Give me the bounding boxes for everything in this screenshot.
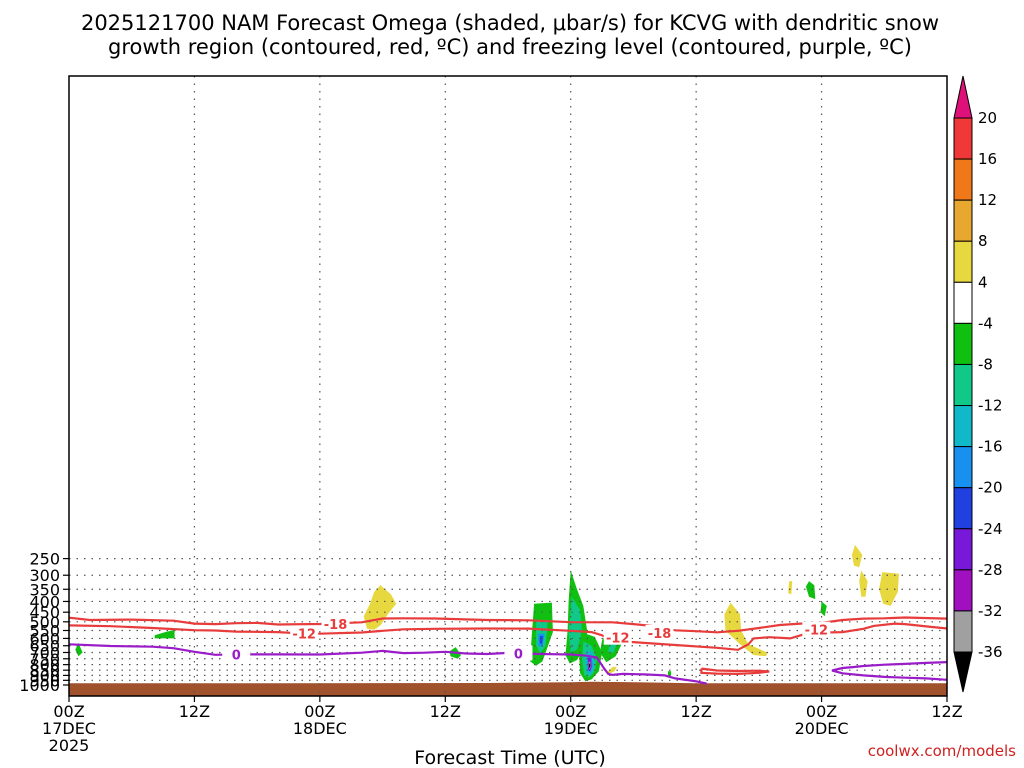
- colorbar-label: 12: [978, 191, 997, 209]
- y-axis: 2503003504004505005506006507007508008509…: [19, 550, 69, 695]
- y-tick-label: 750: [29, 650, 60, 669]
- colorbar: 20 16 12 8 4 -4 -8 -12 -16 -20 -24 -28 -32 -36: [953, 75, 1003, 693]
- y-tick-label: 650: [29, 637, 60, 656]
- x-tick-label: 19DEC: [544, 719, 598, 738]
- contour-label-background: [603, 629, 632, 645]
- colorbar-segment: [953, 199, 973, 242]
- y-tick-label: 350: [29, 580, 60, 599]
- contour-labels: -18 -12 -18 -12 -12 0 0: [222, 615, 831, 663]
- x-tick-label: 00Z: [806, 702, 837, 721]
- colorbar-bottom-arrow: [953, 651, 973, 693]
- colorbar-segment: [953, 117, 973, 160]
- subsidence-blob: [607, 666, 617, 674]
- y-tick-label: 850: [29, 661, 60, 680]
- x-tick-label: 17DEC: [42, 719, 96, 738]
- contour-label-background: [645, 624, 674, 640]
- contour-label: -12: [805, 624, 829, 639]
- contour-label: 0: [232, 648, 241, 663]
- contour-label: -12: [606, 632, 630, 647]
- colorbar-label: 20: [978, 109, 997, 127]
- contour-label: -12: [292, 627, 316, 642]
- terrain-fill: [69, 681, 947, 696]
- y-tick-label: 700: [29, 643, 60, 662]
- contour-label: 0: [514, 648, 523, 663]
- contour-label-background: [504, 645, 533, 661]
- upward-motion-blob: [589, 663, 591, 668]
- x-axis-label: Forecast Time (UTC): [414, 747, 605, 768]
- x-tick-label: 12Z: [931, 702, 962, 721]
- y-tick-label: 500: [29, 613, 60, 632]
- upward-motion-blob: [820, 601, 827, 617]
- upward-motion-blob: [667, 671, 672, 676]
- x-tick-label: 00Z: [555, 702, 586, 721]
- y-tick-label: 600: [29, 629, 60, 648]
- subsidence-blob: [724, 602, 768, 657]
- x-tick-label: 12Z: [179, 702, 210, 721]
- contour-label-background: [290, 625, 319, 641]
- colorbar-segment: [953, 528, 973, 571]
- x-tick-label: 00Z: [304, 702, 335, 721]
- y-tick-label: 1000: [19, 676, 60, 695]
- freezing-level-line: [831, 661, 948, 681]
- contour-label-background: [802, 621, 831, 637]
- colorbar-label: -20: [978, 479, 1003, 497]
- subsidence-blob: [788, 581, 793, 595]
- colorbar-segment: [953, 610, 973, 653]
- contour-label: -18: [324, 618, 348, 633]
- chart-title-line-2: growth region (contoured, red, ºC) and f…: [108, 35, 912, 59]
- y-tick-label: 450: [29, 603, 60, 622]
- colorbar-segment: [953, 281, 973, 324]
- contour-label: -18: [648, 627, 672, 642]
- colorbar-label: -4: [978, 314, 993, 332]
- colorbar-segment: [953, 569, 973, 612]
- subsidence-blob: [859, 570, 868, 597]
- colorbar-label: -8: [978, 355, 993, 373]
- colorbar-segment: [953, 158, 973, 201]
- y-tick-label: 550: [29, 621, 60, 640]
- y-tick-label: 800: [29, 656, 60, 675]
- colorbar-segment: [953, 363, 973, 407]
- colorbar-label: -36: [978, 643, 1003, 661]
- colorbar-segment: [953, 240, 973, 283]
- subsidence-blob: [851, 544, 863, 568]
- colorbar-segment: [953, 405, 973, 448]
- contour-label-background: [321, 615, 350, 631]
- y-tick-label: 250: [29, 550, 60, 569]
- x-tick-label: 12Z: [430, 702, 461, 721]
- colorbar-label: 16: [978, 150, 997, 168]
- subsidence-blob: [879, 572, 899, 606]
- colorbar-segment: [953, 446, 973, 489]
- credit-text: coolwx.com/models: [868, 742, 1016, 760]
- terrain: [69, 681, 947, 696]
- freezing-level-line: [68, 643, 707, 685]
- y-tick-label: 300: [29, 566, 60, 585]
- colorbar-label: -32: [978, 602, 1003, 620]
- colorbar-segment: [953, 322, 973, 365]
- x-tick-label: 00Z: [53, 702, 84, 721]
- upward-motion-blob: [154, 629, 175, 639]
- colorbar-segment: [953, 487, 973, 530]
- subsidence-blob: [363, 585, 397, 630]
- x-tick-label: 12Z: [680, 702, 711, 721]
- upward-motion-blob: [805, 581, 816, 600]
- colorbar-label: 8: [978, 232, 988, 250]
- x-tick-label: 2025: [49, 736, 90, 755]
- x-tick-label: 20DEC: [795, 719, 849, 738]
- colorbar-label: -16: [978, 438, 1003, 456]
- colorbar-label: -12: [978, 397, 1003, 415]
- y-tick-label: 900: [29, 666, 60, 685]
- isotherm-minus12-closed-line: [700, 667, 770, 676]
- contour-label-background: [222, 646, 251, 662]
- y-tick-label: 400: [29, 592, 60, 611]
- colorbar-label: -24: [978, 520, 1003, 538]
- x-tick-label: 18DEC: [293, 719, 347, 738]
- plot-frame: [68, 75, 948, 697]
- colorbar-label: 4: [978, 273, 988, 291]
- colorbar-label: -28: [978, 561, 1003, 579]
- chart-title-line-1: 2025121700 NAM Forecast Omega (shaded, μ…: [81, 11, 939, 35]
- y-tick-label: 950: [29, 671, 60, 690]
